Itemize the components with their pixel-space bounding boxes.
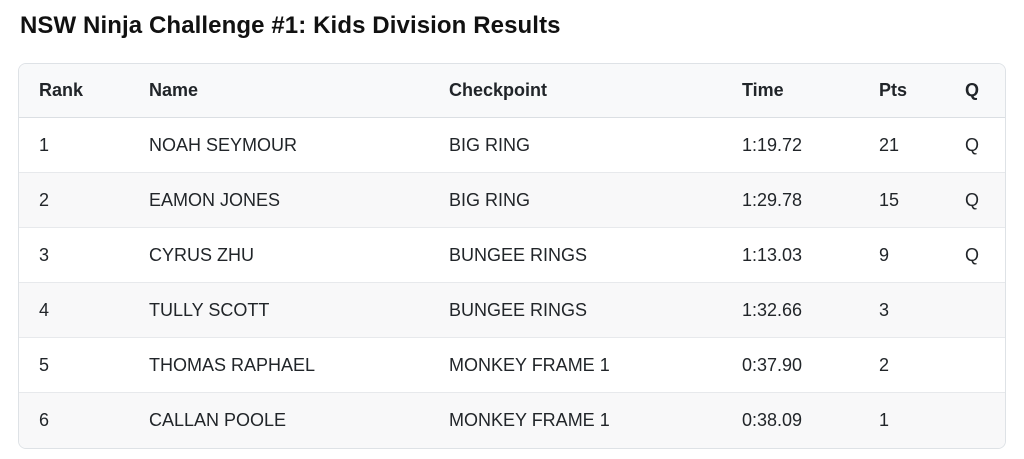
rank-cell: 1 xyxy=(39,134,50,155)
table-row: 5 THOMAS RAPHAEL MONKEY FRAME 1 0:37.90 … xyxy=(19,337,1005,393)
pts-cell: 9 xyxy=(879,244,890,265)
qualified-cell xyxy=(945,393,1005,448)
rank-cell: 3 xyxy=(39,244,50,265)
name-cell: CYRUS ZHU xyxy=(149,244,255,265)
qualified-cell: Q xyxy=(965,189,980,210)
table-body: 1 NOAH SEYMOUR BIG RING 1:19.72 21 Q 2 E… xyxy=(19,118,1005,448)
time-cell: 1:29.78 xyxy=(742,189,803,210)
pts-cell: 1 xyxy=(879,410,890,431)
time-cell: 1:19.72 xyxy=(742,134,803,155)
name-cell: EAMON JONES xyxy=(149,189,281,210)
table-row: 1 NOAH SEYMOUR BIG RING 1:19.72 21 Q xyxy=(19,118,1005,173)
checkpoint-cell: MONKEY FRAME 1 xyxy=(449,410,610,431)
checkpoint-cell: MONKEY FRAME 1 xyxy=(449,354,610,375)
column-header-time: Time xyxy=(722,63,859,119)
pts-cell: 2 xyxy=(879,354,890,375)
checkpoint-cell: BUNGEE RINGS xyxy=(449,244,588,265)
name-cell: THOMAS RAPHAEL xyxy=(149,354,316,375)
column-header-q: Q xyxy=(945,63,1005,119)
checkpoint-cell: BIG RING xyxy=(449,134,531,155)
table-row: 6 CALLAN POOLE MONKEY FRAME 1 0:38.09 1 xyxy=(19,392,1005,448)
column-header-pts: Pts xyxy=(859,63,945,119)
time-cell: 1:13.03 xyxy=(742,244,803,265)
pts-cell: 21 xyxy=(879,134,900,155)
header-row: Rank Name Checkpoint Time Pts Q xyxy=(19,63,1005,119)
qualified-cell xyxy=(945,338,1005,393)
results-table: Rank Name Checkpoint Time Pts Q 1 NOAH S… xyxy=(19,63,1005,448)
rank-cell: 2 xyxy=(39,189,50,210)
name-cell: CALLAN POOLE xyxy=(149,410,287,431)
qualified-cell: Q xyxy=(965,244,980,265)
results-page: NSW Ninja Challenge #1: Kids Division Re… xyxy=(18,12,1006,449)
checkpoint-cell: BIG RING xyxy=(449,189,531,210)
time-cell: 0:38.09 xyxy=(742,410,803,431)
results-table-container: Rank Name Checkpoint Time Pts Q 1 NOAH S… xyxy=(18,62,1006,449)
page-title: NSW Ninja Challenge #1: Kids Division Re… xyxy=(20,12,561,39)
column-header-checkpoint: Checkpoint xyxy=(429,63,722,119)
pts-cell: 3 xyxy=(879,299,890,320)
time-cell: 1:32.66 xyxy=(742,299,803,320)
qualified-cell xyxy=(945,283,1005,338)
qualified-cell: Q xyxy=(965,134,980,155)
checkpoint-cell: BUNGEE RINGS xyxy=(449,299,588,320)
rank-cell: 4 xyxy=(39,299,50,320)
table-row: 3 CYRUS ZHU BUNGEE RINGS 1:13.03 9 Q xyxy=(19,227,1005,283)
column-header-rank: Rank xyxy=(19,63,129,119)
table-row: 4 TULLY SCOTT BUNGEE RINGS 1:32.66 3 xyxy=(19,282,1005,338)
name-cell: TULLY SCOTT xyxy=(149,299,270,320)
pts-cell: 15 xyxy=(879,189,900,210)
table-row: 2 EAMON JONES BIG RING 1:29.78 15 Q xyxy=(19,172,1005,228)
time-cell: 0:37.90 xyxy=(742,354,803,375)
name-cell: NOAH SEYMOUR xyxy=(149,134,298,155)
column-header-name: Name xyxy=(129,63,429,119)
rank-cell: 6 xyxy=(39,410,50,431)
table-header: Rank Name Checkpoint Time Pts Q xyxy=(19,63,1005,119)
rank-cell: 5 xyxy=(39,354,50,375)
